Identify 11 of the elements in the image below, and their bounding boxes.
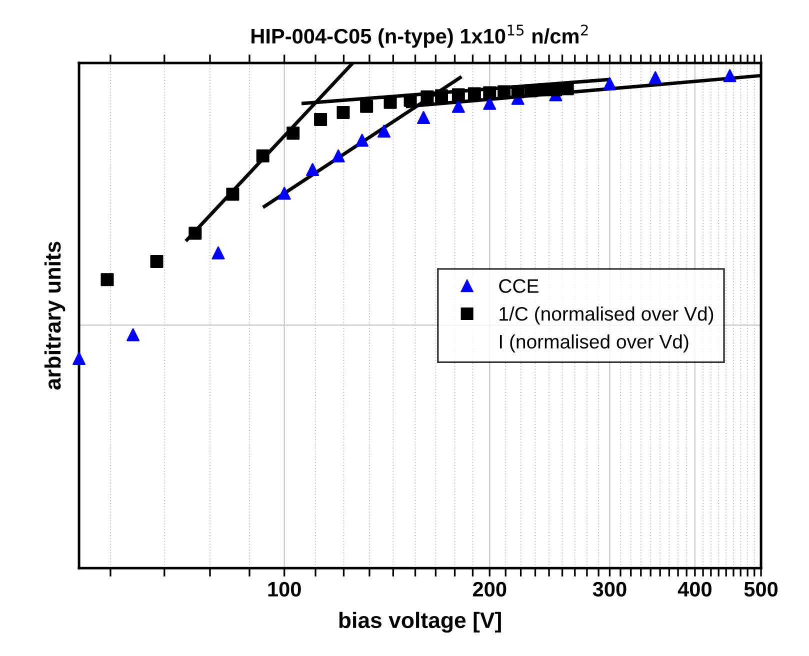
x-tick-label: 500 (744, 582, 778, 597)
legend-label: 1/C (normalised over Vd) (500, 306, 714, 325)
legend-label: I (normalised over Vd) (500, 334, 688, 352)
x-tick-label: 300 (592, 582, 626, 597)
x-tick-label: 200 (472, 582, 506, 597)
x-tick-label: 100 (268, 582, 301, 597)
chart-title: HIP-004-C05 (n-type) 1x10$^{15}$ n/cm$^{2}$ (252, 24, 588, 48)
x-tick-label: 400 (678, 582, 712, 597)
legend-label: CCE (499, 279, 538, 293)
y-axis-title: arbitrary units (44, 242, 66, 390)
x-axis-title: bias voltage [V] (339, 612, 501, 633)
